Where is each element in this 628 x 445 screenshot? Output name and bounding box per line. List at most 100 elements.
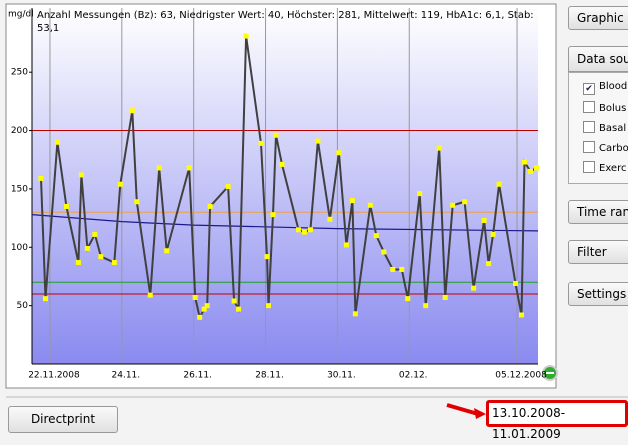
data-point xyxy=(490,231,496,237)
data-point xyxy=(343,242,349,248)
zoom-icon-bar xyxy=(546,372,554,374)
data-point xyxy=(266,303,272,309)
checkbox-label: Exerc xyxy=(599,163,627,174)
date-range[interactable]: 13.10.2008-11.01.2009 xyxy=(486,400,628,441)
data-point xyxy=(164,248,170,254)
x-tick-label: 30.11. xyxy=(327,371,356,381)
data-point xyxy=(450,202,456,208)
data-point xyxy=(264,254,270,260)
data-point xyxy=(496,181,502,187)
data-point xyxy=(54,139,60,145)
y-tick-label: 250 xyxy=(11,68,28,78)
data-point xyxy=(405,296,411,302)
data-point xyxy=(63,203,69,209)
chart-title: Anzahl Messungen (Bz): 63, Niedrigster W… xyxy=(37,10,534,34)
data-point xyxy=(534,165,540,171)
data-point xyxy=(417,191,423,197)
data-point xyxy=(225,184,231,190)
series-line xyxy=(31,214,539,232)
graphic-button[interactable]: Graphic xyxy=(568,6,628,30)
data-point xyxy=(381,249,387,255)
data-point xyxy=(98,254,104,260)
directprint-button[interactable]: Directprint xyxy=(8,406,118,433)
checkbox[interactable] xyxy=(583,101,595,113)
data-point xyxy=(236,306,242,312)
data-point xyxy=(471,285,477,291)
data-point xyxy=(134,199,140,205)
data-point xyxy=(84,245,90,251)
data-point xyxy=(513,280,519,286)
y-axis-label: mg/dl xyxy=(8,10,34,20)
y-tick-label: 150 xyxy=(11,184,28,194)
x-tick-label: 02.12. xyxy=(399,371,428,381)
x-tick-label: 05.12.2008 xyxy=(495,371,547,381)
data-point xyxy=(301,229,307,235)
checkbox[interactable]: ✔ xyxy=(583,83,595,95)
checkbox-item[interactable]: Bolus xyxy=(583,101,626,114)
arrow xyxy=(446,403,479,416)
data-point xyxy=(186,165,192,171)
data-point xyxy=(519,312,525,318)
data-point xyxy=(231,298,237,304)
data-point xyxy=(349,198,355,204)
checkbox[interactable] xyxy=(583,121,595,133)
data-point xyxy=(307,227,313,233)
plot-area xyxy=(32,8,538,364)
y-tick-label: 50 xyxy=(17,301,29,311)
y-tick-label: 200 xyxy=(11,126,28,136)
data-point xyxy=(78,172,84,178)
data-point xyxy=(111,259,117,265)
data-point xyxy=(295,227,301,233)
checkbox-label: Basal xyxy=(599,123,627,134)
data-point xyxy=(522,159,528,165)
y-tick-label: 100 xyxy=(11,243,28,253)
data-point xyxy=(273,132,279,138)
data-point xyxy=(423,303,429,309)
checkbox-item[interactable]: Exerc xyxy=(583,161,626,174)
checkbox[interactable] xyxy=(583,141,595,153)
chart: mg/dl 50 100 150 200 250 22.11.2008 24.11. 26.1… xyxy=(5,3,628,419)
data-point xyxy=(327,216,333,222)
x-tick-label: 28.11. xyxy=(255,371,284,381)
page: mg/dl 50 100 150 200 250 22.11.2008 24.11. 26.1… xyxy=(5,3,628,441)
data-point xyxy=(192,294,198,300)
data-point xyxy=(270,212,276,218)
data-point xyxy=(352,311,358,317)
checkbox-label: Carbo xyxy=(599,143,628,154)
data-point xyxy=(442,294,448,300)
data-point xyxy=(390,266,396,272)
data-point xyxy=(315,138,321,144)
filter-button[interactable]: Filter xyxy=(568,240,628,264)
data-point xyxy=(367,202,373,208)
data-point xyxy=(528,168,534,174)
data-point xyxy=(156,165,162,171)
data-point xyxy=(373,233,379,239)
x-tick-label: 26.11. xyxy=(183,371,212,381)
data-point xyxy=(42,296,48,302)
checkbox-label: Bolus xyxy=(599,103,627,114)
data-point xyxy=(197,314,203,320)
data-point xyxy=(243,33,249,39)
checkbox-item[interactable]: Basal xyxy=(583,121,626,134)
data-point xyxy=(38,175,44,181)
x-tick-label: 24.11. xyxy=(112,371,141,381)
data-point xyxy=(462,199,468,205)
data-point xyxy=(75,259,81,265)
checkbox-item[interactable]: ✔ Blood xyxy=(583,81,627,95)
data-point xyxy=(486,261,492,267)
data-point xyxy=(129,108,135,114)
data-point xyxy=(147,292,153,298)
data-point xyxy=(117,181,123,187)
data-point xyxy=(436,145,442,151)
data-point xyxy=(201,306,207,312)
checkbox[interactable] xyxy=(583,161,595,173)
data-point xyxy=(336,150,342,156)
data-point xyxy=(204,303,210,309)
data-source-header[interactable]: Data sou xyxy=(568,46,628,72)
checkbox-item[interactable]: Carbo xyxy=(583,141,628,154)
data-point xyxy=(92,231,98,237)
time-range-button[interactable]: Time ran xyxy=(568,200,628,224)
x-tick-label: 22.11.2008 xyxy=(28,371,80,381)
data-point xyxy=(481,217,487,223)
settings-button[interactable]: Settings xyxy=(568,282,628,306)
